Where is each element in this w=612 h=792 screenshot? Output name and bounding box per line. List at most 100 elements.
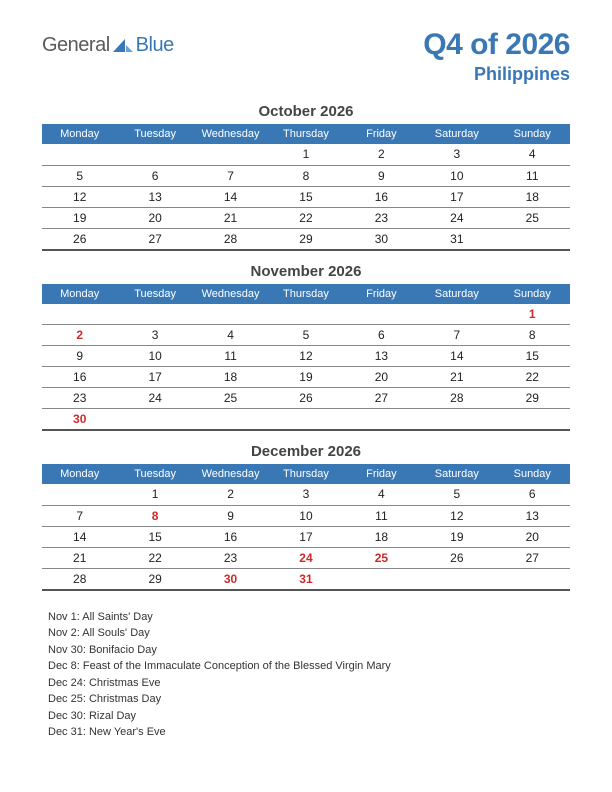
month-title: October 2026 (42, 103, 570, 120)
calendar-cell: 19 (419, 526, 494, 547)
calendar-cell: 11 (344, 505, 419, 526)
calendar-row: 16171819202122 (42, 367, 570, 388)
calendar-cell: 15 (268, 186, 343, 207)
calendar-cell: 25 (495, 207, 570, 228)
calendar-cell: 15 (495, 346, 570, 367)
calendar-cell: 26 (42, 228, 117, 250)
calendar-cell: 17 (117, 367, 192, 388)
calendar-cell: 15 (117, 526, 192, 547)
month-block: November 2026MondayTuesdayWednesdayThurs… (42, 263, 570, 432)
calendar-cell: 4 (495, 144, 570, 165)
month-block: October 2026 MondayTuesdayWednesdayThursd… (42, 103, 570, 251)
calendar-cell: 10 (419, 165, 494, 186)
calendar-cell: 9 (193, 505, 268, 526)
calendar-cell: 17 (268, 526, 343, 547)
calendar-cell: 20 (117, 207, 192, 228)
calendar-cell: 5 (42, 165, 117, 186)
calendar-cell: 17 (419, 186, 494, 207)
day-header: Sunday (495, 464, 570, 484)
calendar-cell: 22 (495, 367, 570, 388)
calendar-cell: 31 (419, 228, 494, 250)
calendar-cell: 23 (42, 388, 117, 409)
calendar-cell: 1 (117, 484, 192, 505)
calendar-cell: 21 (419, 367, 494, 388)
calendar-cell (344, 304, 419, 325)
calendar-cell: 2 (193, 484, 268, 505)
logo-word-general: General (42, 34, 110, 57)
day-header: Tuesday (117, 284, 192, 304)
calendar-cell: 4 (344, 484, 419, 505)
calendar-cell: 26 (268, 388, 343, 409)
day-header: Friday (344, 284, 419, 304)
calendar-cell: 9 (344, 165, 419, 186)
calendar-cell: 30 (344, 228, 419, 250)
day-header: Saturday (419, 284, 494, 304)
holiday-line: Dec 31: New Year's Eve (48, 724, 570, 741)
calendar-cell: 5 (268, 325, 343, 346)
calendar-cell: 22 (268, 207, 343, 228)
calendar-cell (419, 568, 494, 590)
calendar-cell: 12 (419, 505, 494, 526)
calendar-cell: 23 (344, 207, 419, 228)
calendar-cell: 20 (344, 367, 419, 388)
calendar-cell (344, 568, 419, 590)
holiday-line: Nov 2: All Souls' Day (48, 625, 570, 642)
calendar-cell: 29 (268, 228, 343, 250)
logo-sail-icon (112, 38, 134, 54)
calendar-cell: 29 (495, 388, 570, 409)
day-header: Wednesday (193, 464, 268, 484)
calendar-cell: 28 (42, 568, 117, 590)
logo-word-blue: Blue (136, 34, 174, 57)
day-header: Thursday (268, 464, 343, 484)
day-header: Tuesday (117, 464, 192, 484)
calendar-row: 567891011 (42, 165, 570, 186)
calendar-cell (193, 409, 268, 431)
calendar-row: 262728293031 (42, 228, 570, 250)
calendar-cell: 2 (42, 325, 117, 346)
calendar-cell: 8 (495, 325, 570, 346)
calendar-table: MondayTuesdayWednesdayThursdayFridaySatu… (42, 124, 570, 251)
calendar-row: 78910111213 (42, 505, 570, 526)
calendar-cell (419, 409, 494, 431)
header: General Blue Q4 of 2026 Philippines (42, 28, 570, 85)
calendar-row: 2345678 (42, 325, 570, 346)
calendar-cell: 12 (268, 346, 343, 367)
calendar-cell: 2 (344, 144, 419, 165)
calendar-cell: 12 (42, 186, 117, 207)
day-header: Tuesday (117, 124, 192, 144)
calendar-cell: 27 (117, 228, 192, 250)
calendar-cell: 13 (495, 505, 570, 526)
month-block: December 2026 MondayTuesdayWednesdayThurs… (42, 443, 570, 591)
calendar-cell: 9 (42, 346, 117, 367)
calendar-cell: 14 (42, 526, 117, 547)
calendar-cell: 19 (42, 207, 117, 228)
calendar-cell: 24 (117, 388, 192, 409)
calendar-row: 12131415161718 (42, 186, 570, 207)
calendar-row: 30 (42, 409, 570, 431)
calendar-table: MondayTuesdayWednesdayThursdayFridaySatu… (42, 464, 570, 591)
day-header: Wednesday (193, 124, 268, 144)
holiday-line: Dec 8: Feast of the Immaculate Conceptio… (48, 658, 570, 675)
calendar-cell (344, 409, 419, 431)
calendar-cell (495, 568, 570, 590)
calendar-row: 14151617181920 (42, 526, 570, 547)
calendar-cell: 14 (193, 186, 268, 207)
calendar-row: 23242526272829 (42, 388, 570, 409)
month-title: December 2026 (42, 443, 570, 460)
calendar-cell (268, 409, 343, 431)
calendar-cell (495, 409, 570, 431)
calendar-cell: 22 (117, 547, 192, 568)
calendar-cell: 30 (193, 568, 268, 590)
calendar-cell: 27 (495, 547, 570, 568)
calendar-cell: 26 (419, 547, 494, 568)
calendar-row: 28293031 (42, 568, 570, 590)
calendar-cell: 30 (42, 409, 117, 431)
calendar-row: 123456 (42, 484, 570, 505)
day-header: Sunday (495, 284, 570, 304)
calendar-cell: 25 (193, 388, 268, 409)
calendar-cell: 7 (42, 505, 117, 526)
calendar-cell: 1 (495, 304, 570, 325)
calendar-cell: 6 (117, 165, 192, 186)
day-header: Thursday (268, 124, 343, 144)
holiday-line: Nov 1: All Saints' Day (48, 609, 570, 626)
